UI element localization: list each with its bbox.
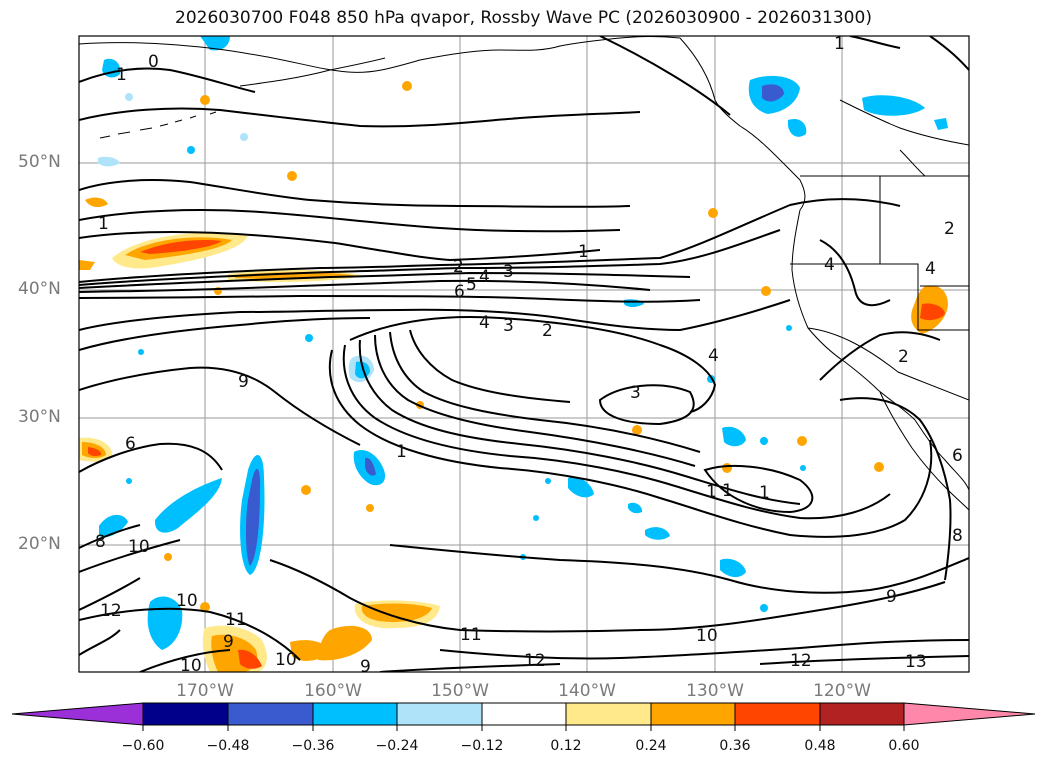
contour-label: 6 — [454, 282, 465, 302]
contour-label: 9 — [223, 632, 234, 652]
colorbar-tick-label: −0.36 — [291, 738, 335, 754]
colorbar-tick-label: −0.48 — [206, 738, 250, 754]
colorbar-cell — [650, 702, 736, 726]
contour-label: 12 — [790, 651, 812, 671]
lat-label: 50°N — [18, 152, 61, 172]
colorbar-cell — [734, 702, 821, 726]
lon-label: 160°W — [304, 681, 362, 701]
contour-label: 12 — [524, 651, 546, 671]
lon-label: 130°W — [686, 681, 744, 701]
colorbar-cell — [903, 702, 1036, 726]
contour-label: 1 — [578, 242, 589, 262]
positive-anomaly-fills — [79, 81, 948, 672]
map-title: 2026030700 F048 850 hPa qvapor, Rossby W… — [175, 8, 872, 28]
contour-label: 1 — [98, 214, 109, 234]
colorbar-cell — [819, 702, 905, 726]
contour-label: 3 — [630, 383, 641, 403]
contour-label: 11 — [225, 610, 247, 630]
contour-label: 5 — [466, 275, 477, 295]
lat-label: 30°N — [18, 407, 61, 427]
contour-label: 6 — [952, 446, 963, 466]
colorbar-tick-label: −0.12 — [460, 738, 504, 754]
contour-label: 2 — [453, 257, 464, 277]
colorbar-cell — [312, 702, 398, 726]
contour-label: 4 — [479, 267, 490, 287]
negative-anomaly-fills — [98, 36, 948, 650]
contour-label: 9 — [886, 587, 897, 607]
contour-label: 2 — [542, 321, 553, 341]
contour-label: 8 — [95, 532, 106, 552]
contour-lines — [79, 36, 969, 672]
contour-label: 4 — [925, 259, 936, 279]
contour-label: 12 — [100, 601, 122, 621]
contour-label: 3 — [503, 262, 514, 282]
colorbar-cell — [396, 702, 483, 726]
colorbar-tick-label: −0.24 — [375, 738, 419, 754]
contour-label: 1 — [116, 65, 127, 85]
contour-label: 8 — [952, 526, 963, 546]
contour-label: 1 — [722, 481, 733, 501]
contour-label: 2 — [944, 219, 955, 239]
contour-label: 4 — [824, 255, 835, 275]
colorbar-tick-label: 0.48 — [804, 738, 836, 754]
contour-label: 4 — [708, 346, 719, 366]
contour-label: 6 — [125, 434, 136, 454]
contour-label: 1 — [396, 442, 407, 462]
contour-label: 1 — [759, 483, 770, 503]
contour-label: 1 — [706, 482, 717, 502]
colorbar-cell — [11, 702, 144, 726]
colorbar-tick-label: 0.24 — [635, 738, 667, 754]
colorbar-cell — [227, 702, 314, 726]
colorbar-tick-label: 0.12 — [550, 738, 582, 754]
colorbar-cell — [481, 702, 567, 726]
contour-label: 10 — [275, 650, 297, 670]
colorbar-cell — [142, 702, 229, 726]
colorbar-tick-label: 0.36 — [719, 738, 751, 754]
lon-label: 140°W — [558, 681, 616, 701]
contour-label: 1 — [834, 34, 845, 54]
contour-label: 9 — [238, 372, 249, 392]
contour-label: 3 — [503, 316, 514, 336]
lon-label: 170°W — [176, 681, 234, 701]
contour-label: 9 — [360, 657, 371, 677]
lat-label: 40°N — [18, 279, 61, 299]
contour-label: 10 — [176, 591, 198, 611]
contour-label: 13 — [905, 652, 927, 672]
contour-label: 0 — [148, 52, 159, 72]
colorbar — [11, 702, 1036, 731]
map-frame — [78, 35, 970, 673]
contour-label: 10 — [180, 656, 202, 676]
contour-labels: 0 1 1 1 2 4 3 1 6 5 4 3 2 4 2 3 9 6 8 10… — [95, 34, 963, 677]
lon-label: 150°W — [431, 681, 489, 701]
contour-label: 10 — [696, 626, 718, 646]
contour-label: 4 — [479, 313, 490, 333]
colorbar-cell — [565, 702, 652, 726]
contour-label: 10 — [128, 537, 150, 557]
coastlines — [79, 36, 969, 511]
contour-label: 11 — [460, 625, 482, 645]
contour-label: 2 — [898, 347, 909, 367]
lat-label: 20°N — [18, 534, 61, 554]
colorbar-tick-label: −0.60 — [121, 738, 165, 754]
colorbar-tick-label: 0.60 — [888, 738, 920, 754]
lon-label: 120°W — [813, 681, 871, 701]
